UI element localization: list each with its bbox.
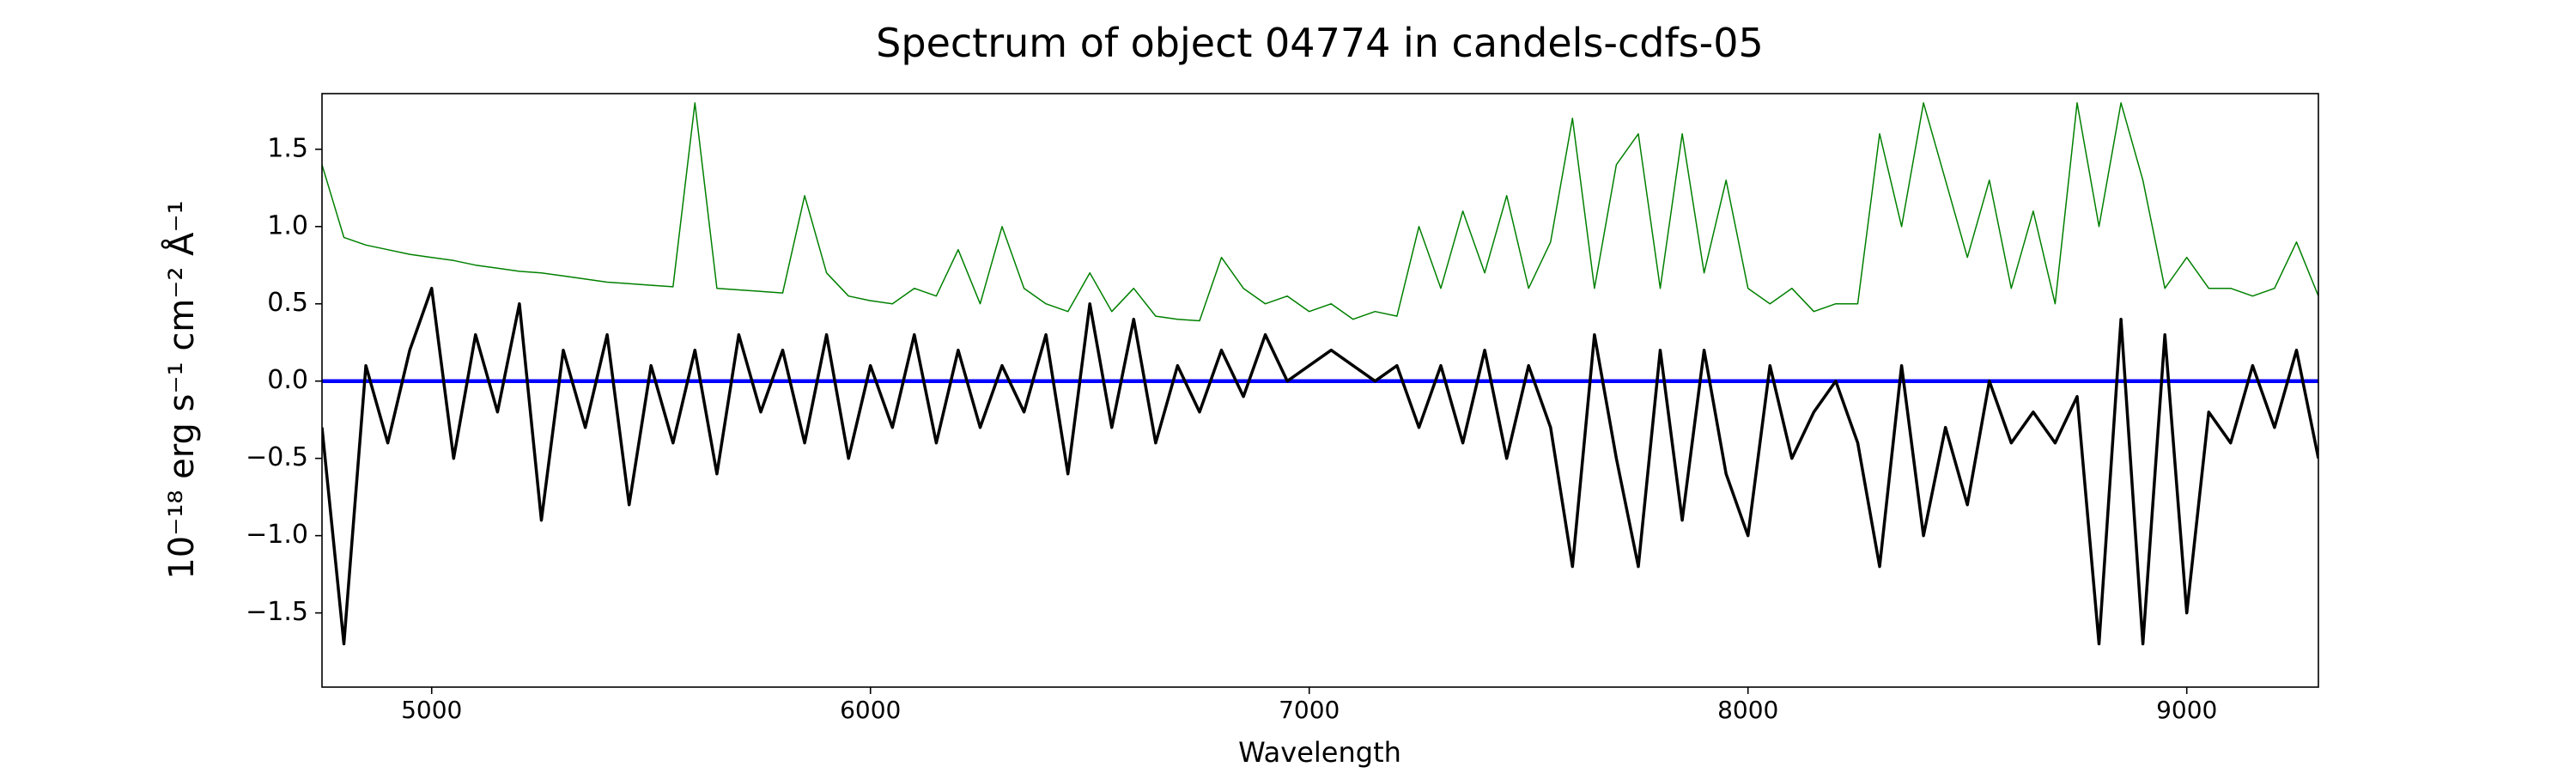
y-tick-label: 1.0 bbox=[267, 210, 308, 240]
x-tick-label: 9000 bbox=[2156, 696, 2217, 724]
spectrum-line bbox=[322, 102, 2318, 322]
y-tick-label: 0.5 bbox=[267, 288, 308, 318]
x-tick-label: 5000 bbox=[401, 696, 462, 724]
spectrum-line bbox=[322, 286, 2318, 646]
y-tick-label: −1.5 bbox=[246, 597, 308, 627]
y-axis-label: 10⁻¹⁸ erg s⁻¹ cm⁻² Å⁻¹ bbox=[161, 200, 202, 579]
x-axis-label: Wavelength bbox=[1238, 736, 1401, 769]
plot-area bbox=[322, 102, 2318, 646]
y-tick-label: 0.0 bbox=[267, 365, 308, 395]
chart-title: Spectrum of object 04774 in candels-cdfs… bbox=[876, 20, 1764, 66]
y-tick-label: −0.5 bbox=[246, 442, 308, 472]
x-tick-label: 8000 bbox=[1717, 696, 1778, 724]
x-tick-label: 7000 bbox=[1279, 696, 1340, 724]
y-tick-label: −1.0 bbox=[246, 520, 308, 550]
plot-frame bbox=[321, 93, 2319, 688]
y-tick-label: 1.5 bbox=[267, 133, 308, 163]
x-tick-label: 6000 bbox=[840, 696, 901, 724]
